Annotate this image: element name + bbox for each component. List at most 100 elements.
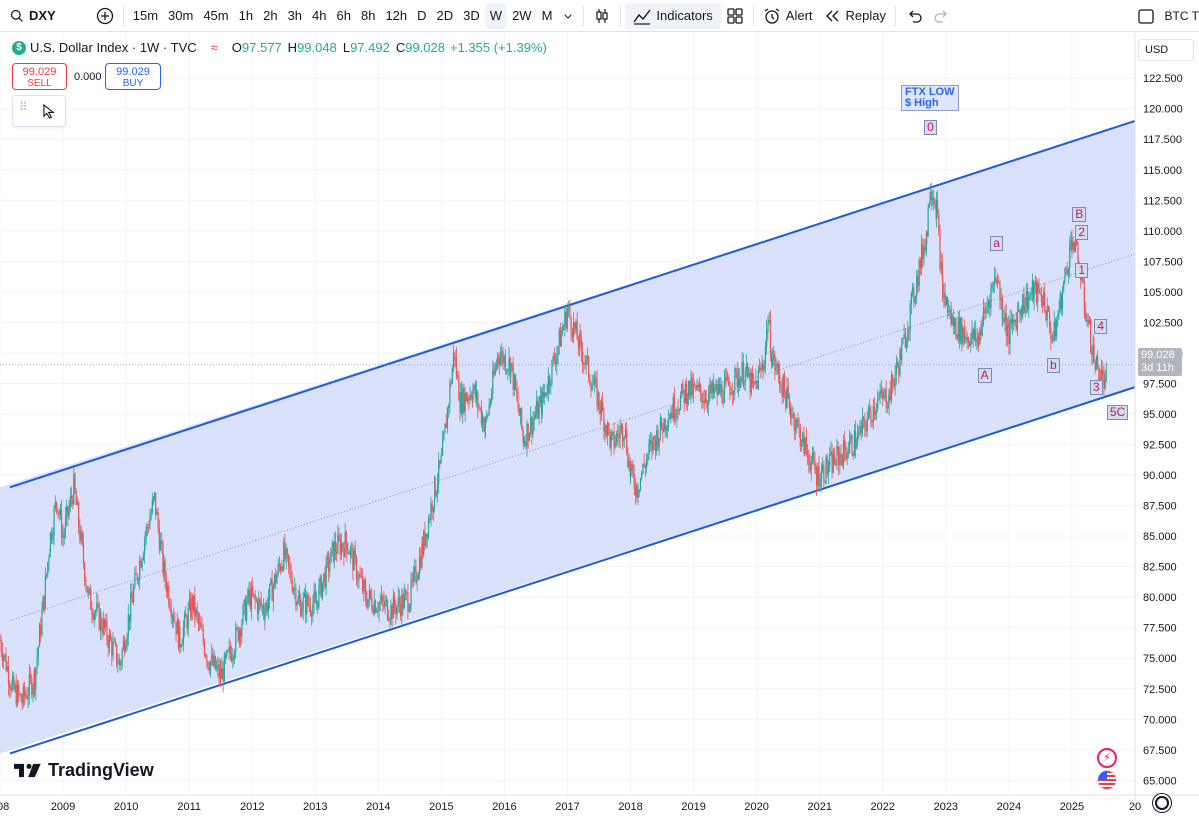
candle-body: [544, 392, 546, 397]
candle-body: [991, 283, 993, 289]
candle-body: [697, 384, 699, 388]
wave-label[interactable]: 1: [1075, 262, 1089, 278]
ftx-note-line1: FTX LOW: [905, 86, 955, 98]
undo-button[interactable]: [900, 3, 928, 29]
candle-body: [919, 260, 921, 268]
candle-body: [440, 455, 442, 457]
candle-body: [343, 547, 345, 557]
chart-area[interactable]: 122.500 120.000 117.500 115.000 112.500 110.0…: [0, 33, 1199, 816]
candle-body: [548, 375, 551, 386]
buy-button[interactable]: 99.029 BUY: [105, 63, 161, 90]
candle-body: [949, 309, 951, 311]
candle-body: [726, 376, 729, 380]
interval-2h[interactable]: 2h: [263, 8, 278, 23]
candle-body: [599, 406, 601, 415]
candle-body: [41, 611, 43, 635]
interval-3h[interactable]: 3h: [287, 8, 303, 23]
interval-8h[interactable]: 8h: [360, 8, 376, 23]
compare-button[interactable]: [91, 3, 119, 29]
wave-label[interactable]: a: [990, 236, 1003, 252]
interval-m[interactable]: M: [541, 8, 553, 23]
candle-body: [743, 381, 745, 386]
candle-body: [153, 492, 156, 498]
ftx-note[interactable]: FTX LOW $ High: [901, 85, 959, 111]
interval-45m[interactable]: 45m: [203, 8, 229, 23]
interval-1h[interactable]: 1h: [238, 8, 254, 23]
rewind-icon: [825, 10, 839, 21]
candle-body: [258, 599, 260, 614]
candle-body: [88, 588, 91, 591]
candle-body: [391, 604, 393, 619]
candle-body: [939, 231, 941, 269]
lightning-icon[interactable]: ⚡: [1097, 748, 1117, 768]
candle-body: [636, 484, 638, 498]
wave-label[interactable]: A: [977, 367, 992, 383]
wave-label[interactable]: b: [1047, 358, 1060, 374]
interval-d[interactable]: D: [417, 8, 427, 23]
wave-label[interactable]: 0: [924, 120, 937, 136]
candle-body: [1039, 293, 1041, 295]
interval-12h[interactable]: 12h: [385, 8, 408, 23]
candle-body: [946, 297, 949, 312]
interval-4h[interactable]: 4h: [312, 8, 327, 23]
candle-body: [559, 329, 562, 347]
layouts-button[interactable]: [721, 3, 749, 29]
interval-2d[interactable]: 2D: [436, 8, 454, 23]
wave-label[interactable]: 4: [1094, 319, 1107, 335]
replay-button[interactable]: Replay: [818, 3, 891, 29]
candle-body: [0, 640, 2, 652]
candle-body: [179, 626, 181, 648]
price-chart[interactable]: 122.500120.000117.500115.000112.500110.0…: [0, 33, 1199, 816]
candle-body: [838, 449, 840, 466]
interval-6h[interactable]: 6h: [336, 8, 351, 23]
interval-2w[interactable]: 2W: [512, 8, 532, 23]
candle-body: [691, 377, 693, 396]
interval-3d[interactable]: 3D: [463, 8, 480, 23]
candle-body: [1041, 301, 1044, 306]
candle-body: [805, 437, 807, 451]
candle-body: [440, 455, 442, 464]
candle-body: [451, 368, 453, 384]
candle-body: [760, 367, 762, 370]
cursor-arrow-icon[interactable]: [43, 104, 56, 119]
tradingview-logo[interactable]: TradingView: [14, 760, 154, 781]
wave-label[interactable]: B: [1072, 206, 1087, 222]
candle-body: [1009, 319, 1011, 344]
gear-icon[interactable]: [1155, 796, 1169, 810]
currency-selector[interactable]: USD: [1138, 39, 1194, 61]
drag-handle-icon[interactable]: ⠿: [19, 100, 28, 114]
candle-body: [745, 363, 748, 371]
candle-body: [903, 333, 905, 338]
interval-w[interactable]: W: [484, 2, 508, 29]
wave-label[interactable]: 2: [1075, 225, 1089, 241]
watchlist-button[interactable]: BTC T: [1132, 3, 1199, 29]
wave-label[interactable]: 3: [1089, 380, 1103, 396]
symbol-search[interactable]: DXY: [0, 3, 61, 29]
interval-15m[interactable]: 15m: [132, 8, 159, 23]
sell-label: SELL: [27, 78, 52, 89]
candle-body: [961, 318, 963, 345]
sell-button[interactable]: 99.029 SELL: [12, 63, 67, 90]
interval-dropdown[interactable]: [557, 3, 579, 29]
candle-body: [844, 440, 846, 451]
candle-body: [339, 539, 341, 555]
candle-body: [871, 420, 873, 423]
indicators-button[interactable]: Indicators: [625, 2, 721, 29]
settings-squiggle-icon[interactable]: ≈: [210, 40, 218, 55]
candle-body: [51, 532, 53, 540]
us-flag-icon[interactable]: [1097, 770, 1117, 790]
candle-body: [907, 330, 909, 341]
candle-body: [709, 384, 711, 394]
candle-body: [676, 409, 678, 418]
candle-body: [479, 407, 481, 409]
redo-button[interactable]: [928, 3, 956, 29]
candle-body: [76, 502, 79, 505]
chart-type-button[interactable]: [588, 3, 616, 29]
alert-button[interactable]: Alert: [758, 3, 818, 29]
wave-label[interactable]: 5C: [1106, 404, 1129, 420]
candle-body: [495, 364, 498, 368]
dollar-icon: $: [12, 40, 26, 55]
interval-30m[interactable]: 30m: [168, 8, 194, 23]
candle-body: [522, 435, 524, 445]
candle-body: [87, 590, 89, 593]
